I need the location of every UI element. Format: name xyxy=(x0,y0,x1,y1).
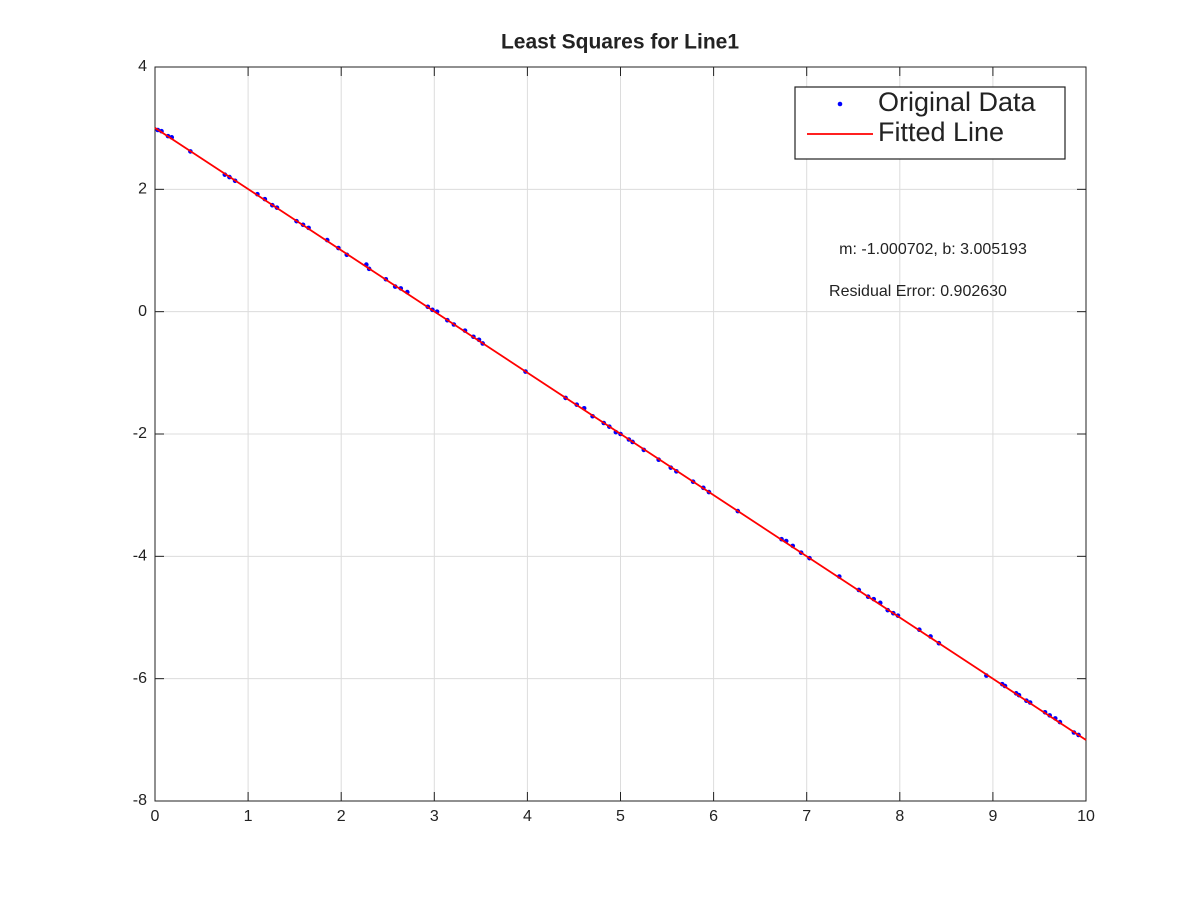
x-tick-label: 10 xyxy=(1077,808,1095,825)
y-tick-label: -2 xyxy=(133,425,147,442)
x-tick-label: 8 xyxy=(895,808,904,825)
x-tick-label: 6 xyxy=(709,808,718,825)
y-tick-label: 0 xyxy=(138,303,147,320)
x-tick-label: 3 xyxy=(430,808,439,825)
legend-marker xyxy=(837,101,843,107)
y-tick-label: 4 xyxy=(138,58,147,75)
legend-label: Fitted Line xyxy=(878,117,1004,147)
x-tick-label: 4 xyxy=(523,808,532,825)
x-tick-label: 1 xyxy=(244,808,253,825)
fitted-line xyxy=(154,127,1087,741)
legend-box xyxy=(794,86,1066,160)
plot-frame xyxy=(154,66,1087,802)
y-tick-label: -6 xyxy=(133,670,147,687)
x-tick-label: 9 xyxy=(988,808,997,825)
x-tick-label: 5 xyxy=(616,808,625,825)
y-tick-label: -8 xyxy=(133,792,147,809)
annotation: m: -1.000702, b: 3.005193 xyxy=(839,241,1027,258)
x-tick-label: 0 xyxy=(151,808,160,825)
y-tick-label: 2 xyxy=(138,181,147,198)
x-tick-label: 7 xyxy=(802,808,811,825)
y-tick-label: -4 xyxy=(133,548,147,565)
annotation: Residual Error: 0.902630 xyxy=(829,283,1007,300)
chart-title: Least Squares for Line1 xyxy=(501,31,739,54)
legend-label: Original Data xyxy=(878,87,1037,117)
x-tick-label: 2 xyxy=(337,808,346,825)
